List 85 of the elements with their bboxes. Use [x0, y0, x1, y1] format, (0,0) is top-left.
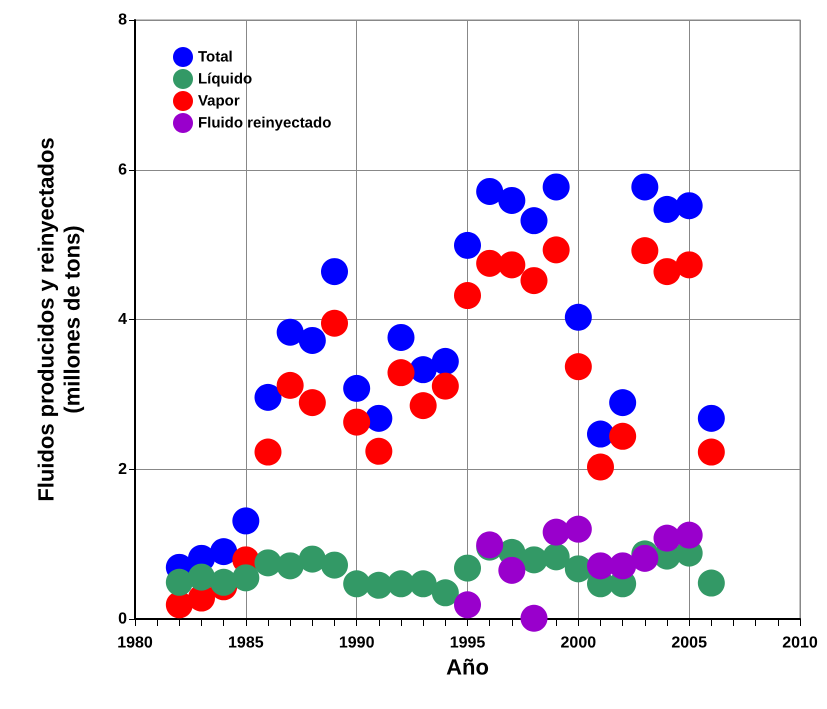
point — [298, 326, 326, 354]
point — [166, 568, 193, 596]
point — [432, 579, 459, 606]
point — [432, 372, 459, 400]
y-tick-label: 2 — [118, 460, 128, 478]
y-tick-label: 8 — [118, 12, 128, 28]
point — [587, 420, 614, 448]
legend-label: Fluido reinyectado — [198, 114, 332, 132]
point — [365, 404, 392, 432]
x-tick-label: 2000 — [560, 634, 596, 652]
point — [365, 572, 392, 599]
point — [365, 438, 392, 465]
point — [454, 554, 481, 582]
point — [520, 604, 548, 632]
point — [631, 544, 658, 572]
point — [343, 374, 370, 402]
point — [609, 389, 636, 416]
point — [321, 258, 348, 286]
point — [498, 251, 526, 278]
point — [188, 564, 215, 591]
x-tick-label: 1980 — [117, 634, 153, 652]
point — [564, 353, 592, 380]
point — [676, 522, 703, 549]
x-tick-label: 2010 — [782, 634, 818, 652]
legend-label: Líquido — [198, 70, 252, 88]
point — [654, 196, 680, 223]
point — [298, 389, 326, 416]
y-axis-title: Fluidos producidos y reinyectados (millones de tons) — [34, 137, 84, 502]
y-tick-label: 0 — [118, 610, 128, 628]
point — [476, 178, 504, 205]
point — [564, 516, 592, 543]
point — [609, 422, 636, 450]
point — [498, 186, 526, 214]
point — [542, 543, 570, 570]
point — [343, 570, 370, 598]
point — [698, 438, 725, 466]
point — [232, 507, 260, 534]
legend-label: Vapor — [198, 92, 240, 110]
point — [388, 324, 414, 351]
point — [210, 568, 238, 596]
point — [454, 282, 481, 310]
point — [454, 232, 481, 259]
point — [432, 348, 459, 375]
point — [542, 236, 570, 264]
point — [454, 591, 481, 618]
x-tick-label: 1985 — [228, 634, 264, 652]
point — [254, 549, 282, 576]
point — [631, 237, 658, 264]
point — [298, 546, 326, 573]
point — [520, 207, 548, 234]
point — [276, 552, 304, 580]
point — [410, 392, 437, 420]
point — [498, 556, 526, 584]
point — [587, 552, 614, 580]
point — [321, 552, 348, 579]
point — [564, 555, 592, 582]
point — [276, 372, 304, 399]
y-tick-label: 4 — [118, 311, 128, 328]
point — [343, 408, 370, 436]
point — [542, 173, 570, 200]
point — [254, 438, 282, 466]
x-tick-label: 1995 — [450, 634, 486, 652]
point — [654, 258, 680, 286]
point — [520, 267, 548, 294]
x-axis-title: Año — [446, 654, 489, 680]
point — [542, 518, 570, 546]
legend-label: Total — [198, 48, 233, 66]
point — [698, 570, 725, 597]
point — [321, 310, 348, 337]
point — [654, 524, 680, 552]
point — [476, 250, 504, 277]
point — [388, 359, 414, 386]
y-tick-label: 6 — [118, 161, 128, 178]
point — [676, 192, 703, 220]
point — [210, 538, 238, 566]
point — [254, 384, 282, 411]
point — [698, 404, 725, 432]
point — [232, 564, 260, 592]
point — [564, 304, 592, 331]
point — [587, 454, 614, 480]
x-tick-label: 1990 — [338, 634, 375, 652]
point — [631, 173, 658, 200]
x-tick-label: 2005 — [671, 634, 708, 652]
point — [276, 318, 304, 346]
point — [676, 251, 703, 278]
